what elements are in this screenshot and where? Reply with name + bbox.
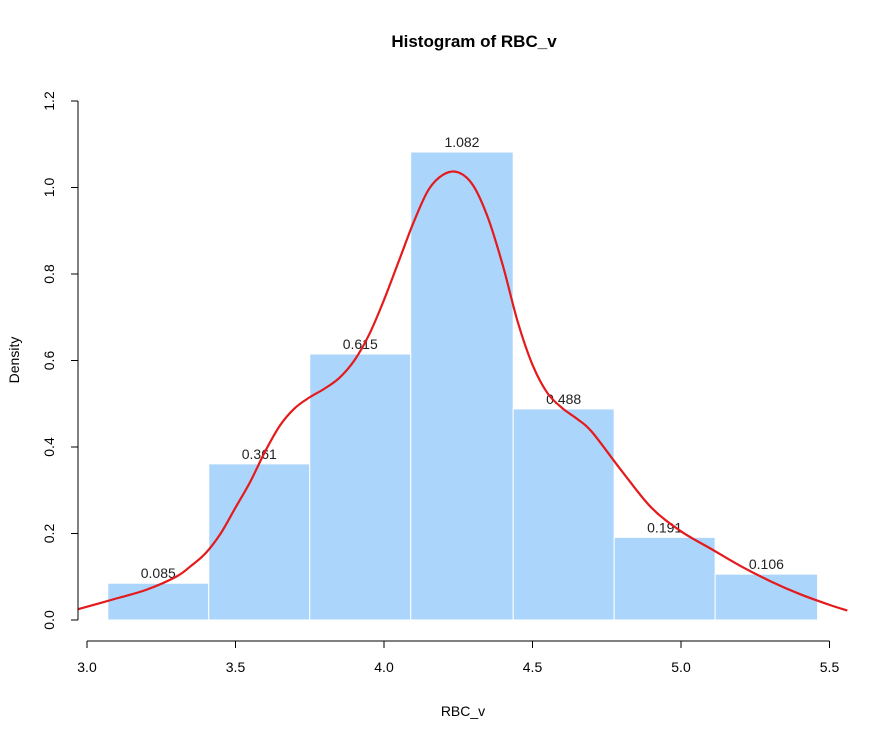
x-tick-label: 3.5	[226, 659, 246, 675]
bars-group	[107, 151, 819, 621]
y-tick-label: 0.4	[41, 437, 57, 457]
histogram-bar-2	[208, 463, 311, 621]
y-axis-label: Density	[6, 337, 22, 384]
histogram-bar-5	[512, 408, 615, 621]
bar-value-label-2: 0.361	[242, 446, 277, 462]
y-tick-label: 1.0	[41, 178, 57, 198]
x-tick-label: 4.5	[523, 659, 543, 675]
density-curve	[77, 170, 848, 612]
y-tick-label: 0.2	[41, 524, 57, 544]
x-tick-label: 5.5	[820, 659, 840, 675]
bar-value-label-6: 0.191	[647, 519, 682, 535]
y-tick-label: 0.6	[41, 351, 57, 371]
histogram-bar-4	[410, 151, 514, 621]
histogram-bar-6	[613, 536, 716, 621]
y-tick-label: 1.2	[41, 91, 57, 111]
chart-title: Histogram of RBC_v	[391, 32, 557, 51]
x-axis-label: RBC_v	[441, 703, 485, 719]
x-tick-label: 4.0	[374, 659, 394, 675]
bar-value-label-3: 0.615	[343, 336, 378, 352]
histogram-bar-3	[309, 353, 412, 621]
x-axis: 3.0 3.5 4.0 4.5 5.0 5.5	[77, 640, 840, 675]
bar-value-label-1: 0.085	[141, 565, 176, 581]
x-tick-label: 5.0	[671, 659, 691, 675]
bar-value-label-7: 0.106	[749, 556, 784, 572]
histogram-bar-7	[714, 573, 819, 621]
bar-value-label-4: 1.082	[444, 134, 479, 150]
x-tick-label: 3.0	[77, 659, 97, 675]
y-tick-label: 0.8	[41, 264, 57, 284]
histogram-bar-1	[107, 582, 210, 621]
y-tick-label: 0.0	[41, 610, 57, 630]
y-axis: 0.0 0.2 0.4 0.6 0.8 1.0 1.2	[41, 91, 79, 630]
